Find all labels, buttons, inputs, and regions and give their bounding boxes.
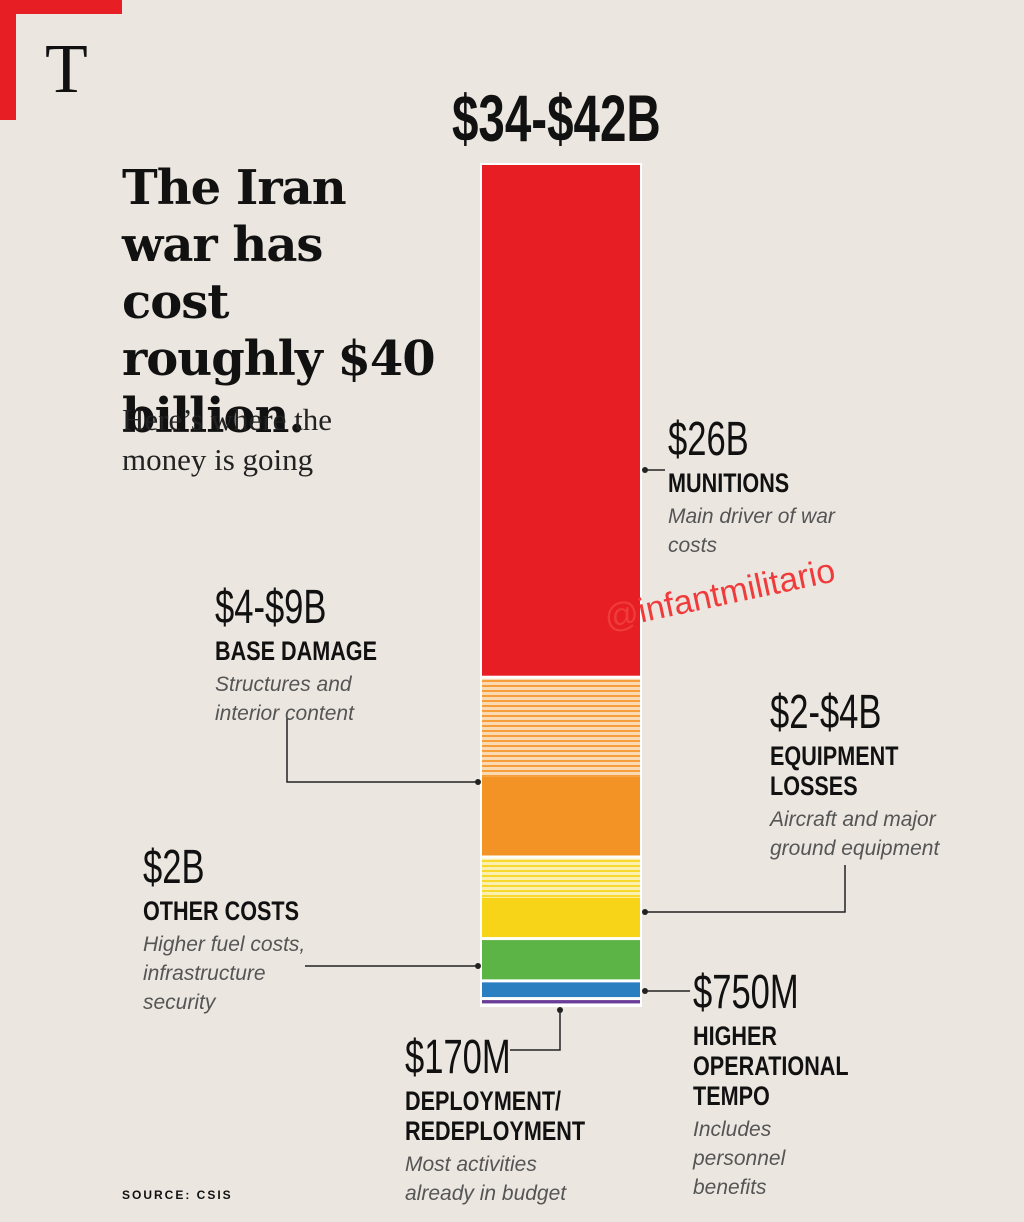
- segment-name-text: EQUIPMENT LOSSES: [770, 741, 899, 801]
- amount-row: $170M: [405, 1030, 595, 1086]
- total-label: $34-$42B: [452, 81, 661, 155]
- bar-segment: [482, 165, 640, 676]
- corner-bar: [0, 0, 16, 120]
- bar-segment: [482, 1000, 640, 1004]
- amount: $4-$9B: [215, 581, 327, 634]
- bar-segment: [482, 897, 640, 938]
- connector-dot: [557, 1007, 563, 1013]
- amount: $26B: [668, 413, 749, 466]
- amount-row: $26B: [668, 412, 868, 468]
- title: The Iran war has cost roughly $40 billio…: [122, 160, 436, 444]
- connector-dot: [642, 909, 648, 915]
- segment-note: Higher fuel costs, infrastructure securi…: [143, 933, 306, 1014]
- segment-name: HIGHER OPERATIONAL TEMPO: [693, 1021, 863, 1111]
- segment-name: MUNITIONS: [668, 468, 868, 498]
- segment-name: EQUIPMENT LOSSES: [770, 741, 970, 801]
- subtitle: Here’s where the money is going: [122, 402, 333, 477]
- segment-note: Most activities already in budget: [405, 1153, 567, 1205]
- segment-name-text: BASE DAMAGE: [215, 636, 378, 666]
- segment-name-text: HIGHER OPERATIONAL TEMPO: [693, 1021, 849, 1111]
- connector-dot: [642, 988, 648, 994]
- connector-dot: [475, 963, 481, 969]
- connector-dot: [475, 779, 481, 785]
- amount-row: $2-$4B: [770, 685, 970, 741]
- amount: $170M: [405, 1031, 511, 1084]
- amount: $2B: [143, 841, 205, 894]
- segment-name: DEPLOYMENT/ REDEPLOYMENT: [405, 1086, 595, 1146]
- segment-label: $750M HIGHER OPERATIONAL TEMPO Includes pe…: [693, 965, 863, 1202]
- segment-name-text: DEPLOYMENT/ REDEPLOYMENT: [405, 1086, 586, 1146]
- bar-segment: [482, 776, 640, 856]
- segment-note: Aircraft and major ground equipment: [770, 808, 940, 860]
- connector: [510, 1010, 561, 1051]
- segment-label: $2B OTHER COSTS Higher fuel costs, infrast…: [143, 840, 318, 1017]
- range-segment: [482, 858, 640, 898]
- segment-label: $26B MUNITIONS Main driver of war costs: [668, 412, 868, 560]
- segment-note: Structures and interior content: [215, 673, 354, 725]
- bar-segment: [482, 982, 640, 998]
- segment-note: Includes personnel benefits: [693, 1118, 786, 1199]
- connector: [286, 718, 478, 783]
- segment-name: BASE DAMAGE: [215, 636, 415, 666]
- amount-row: $750M: [693, 965, 863, 1021]
- total: $34-$42B: [452, 80, 742, 156]
- amount: $750M: [693, 966, 799, 1019]
- range-segment: [482, 678, 640, 777]
- amount-row: $2B: [143, 840, 318, 896]
- bar-segment: [482, 940, 640, 980]
- segment-label: $170M DEPLOYMENT/ REDEPLOYMENT Most activi…: [405, 1030, 595, 1208]
- connector-dot: [642, 467, 648, 473]
- corner-bar: [0, 0, 122, 14]
- segment-note: Main driver of war costs: [668, 505, 835, 557]
- segment-label: $2-$4B EQUIPMENT LOSSES Aircraft and major…: [770, 685, 970, 863]
- amount: $2-$4B: [770, 686, 882, 739]
- segment-name-text: OTHER COSTS: [143, 896, 300, 926]
- segment-name-text: MUNITIONS: [668, 468, 790, 498]
- segment-label: $4-$9B BASE DAMAGE Structures and interior…: [215, 580, 415, 728]
- segment-name: OTHER COSTS: [143, 896, 318, 926]
- amount-row: $4-$9B: [215, 580, 415, 636]
- logo: T: [45, 31, 88, 108]
- source: SOURCE: CSIS: [122, 1188, 233, 1202]
- connector: [645, 865, 846, 913]
